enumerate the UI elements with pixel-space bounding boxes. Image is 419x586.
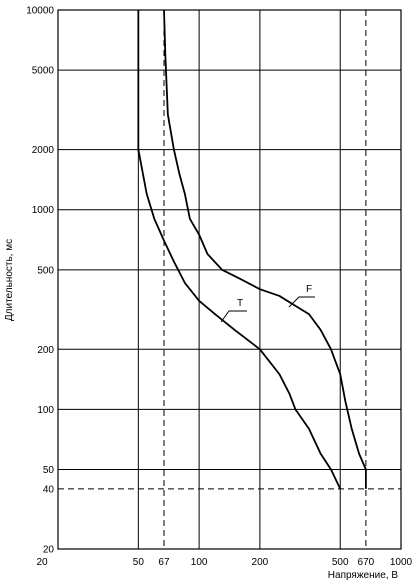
x-tick-label: 20 xyxy=(36,557,48,568)
leader-line-F xyxy=(288,296,315,308)
curve-label-T: T xyxy=(237,298,243,309)
y-tick-label: 1000 xyxy=(32,205,55,216)
x-tick-label: 200 xyxy=(252,557,269,568)
grid-lines xyxy=(58,10,401,549)
series-line-T xyxy=(137,10,342,490)
y-tick-label: 40 xyxy=(43,484,55,495)
plot-border xyxy=(57,9,402,550)
y-tick-label: 5000 xyxy=(32,66,55,77)
series-line-F xyxy=(163,9,367,489)
y-tick-label: 50 xyxy=(43,465,55,476)
curve-labels: TF xyxy=(220,284,315,323)
reference-dashed-lines xyxy=(58,10,401,549)
x-tick-labels: 20 50 67 100 200 500 670 1000 xyxy=(36,557,412,568)
x-tick-label: 67 xyxy=(158,557,170,568)
y-tick-label: 500 xyxy=(37,265,54,276)
y-tick-label: 100 xyxy=(37,405,54,416)
y-tick-label: 200 xyxy=(37,345,54,356)
y-axis-label: Длительность, мс xyxy=(4,239,15,321)
y-tick-label: 20 xyxy=(43,545,55,556)
x-tick-label: 1000 xyxy=(390,557,413,568)
y-tick-labels: 20 40 50 100 200 500 1000 2000 5000 10000 xyxy=(26,6,54,556)
curve-label-F: F xyxy=(306,284,312,295)
x-tick-label: 500 xyxy=(332,557,349,568)
x-axis-label: Напряжение, В xyxy=(328,570,399,581)
plot-frame xyxy=(57,9,402,550)
x-tick-label: 670 xyxy=(358,557,375,568)
leader-line-T xyxy=(220,310,247,323)
y-tick-label: 10000 xyxy=(26,6,54,17)
y-tick-label: 2000 xyxy=(32,145,55,156)
x-tick-label: 50 xyxy=(133,557,145,568)
series-curves xyxy=(137,9,367,490)
x-tick-label: 100 xyxy=(191,557,208,568)
